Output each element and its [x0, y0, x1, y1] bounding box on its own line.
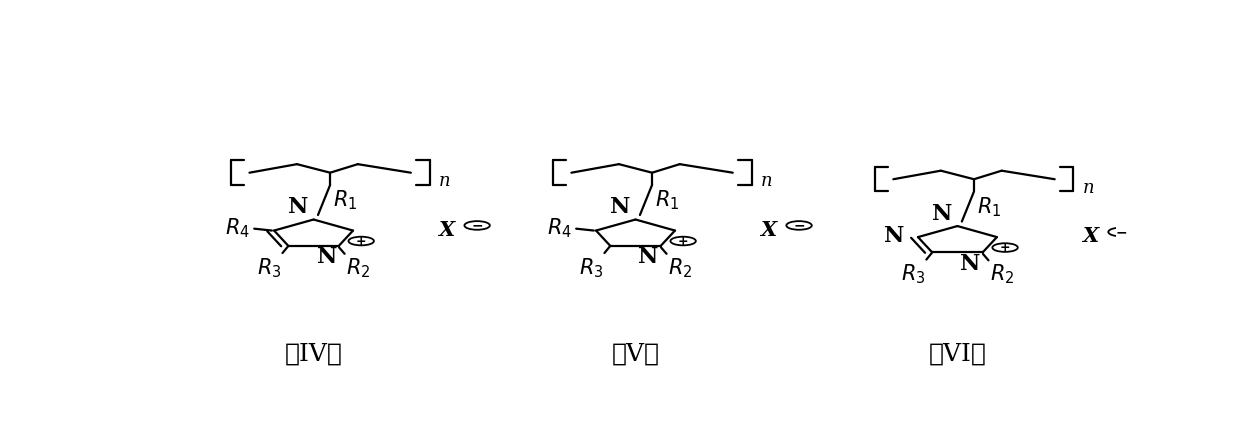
Text: −: − [471, 218, 482, 232]
Text: +: + [999, 241, 1011, 254]
Text: $R_2$: $R_2$ [346, 256, 370, 280]
Text: +: + [356, 234, 367, 248]
Text: $R_4$: $R_4$ [547, 217, 572, 240]
Text: N: N [931, 203, 952, 225]
Text: $R_4$: $R_4$ [224, 217, 249, 240]
Text: n: n [1083, 179, 1094, 197]
Text: +: + [678, 234, 688, 248]
Text: N: N [288, 196, 308, 218]
Text: N: N [610, 196, 630, 218]
Text: N: N [960, 253, 981, 275]
Text: （VI）: （VI） [929, 343, 986, 366]
Text: N: N [316, 246, 337, 268]
Text: X: X [438, 220, 454, 240]
Text: N: N [884, 225, 905, 247]
Text: （IV）: （IV） [285, 343, 342, 366]
Text: $R_3$: $R_3$ [900, 262, 925, 286]
Text: $R_2$: $R_2$ [667, 256, 692, 280]
Text: n: n [760, 172, 773, 190]
Text: （V）: （V） [611, 343, 660, 366]
Text: $R_3$: $R_3$ [257, 256, 281, 280]
Text: n: n [439, 172, 450, 190]
Text: $R_2$: $R_2$ [990, 262, 1014, 286]
Text: $R_1$: $R_1$ [655, 189, 680, 212]
Text: N: N [639, 246, 658, 268]
Text: −: − [1115, 225, 1127, 239]
Text: −: − [794, 218, 805, 232]
Text: $R_1$: $R_1$ [332, 189, 357, 212]
Text: X: X [760, 220, 776, 240]
Text: X: X [1083, 226, 1099, 246]
Text: $R_1$: $R_1$ [977, 195, 1001, 219]
Text: $R_3$: $R_3$ [579, 256, 604, 280]
